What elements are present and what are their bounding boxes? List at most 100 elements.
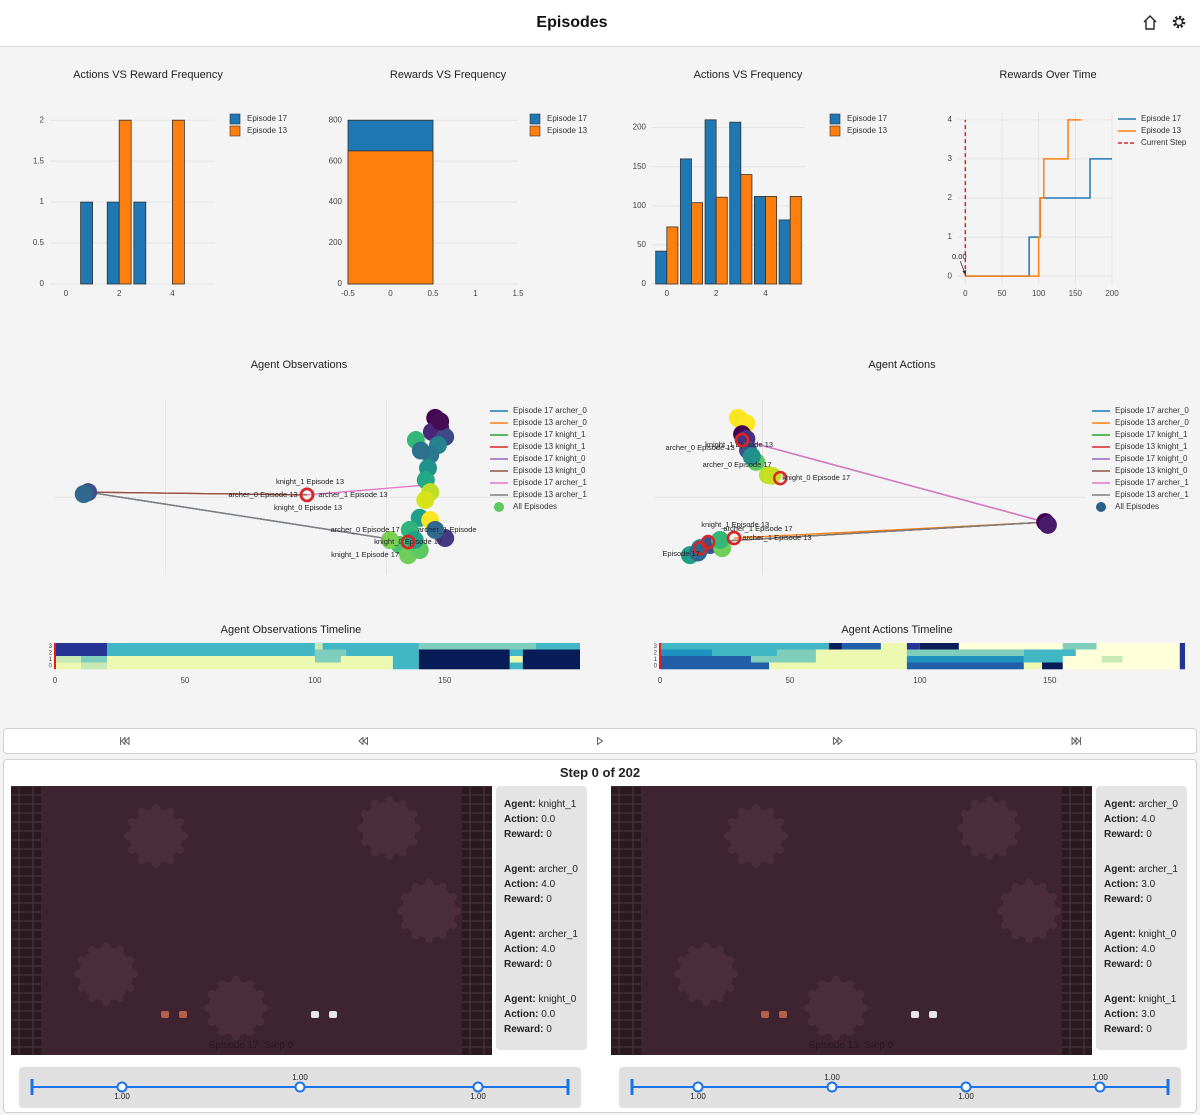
rock-edge xyxy=(726,956,735,964)
field-label: Reward: xyxy=(1104,1024,1144,1035)
rock-edge xyxy=(1011,931,1019,940)
bar xyxy=(729,121,742,285)
x-tick-label: 2 xyxy=(714,289,719,298)
slider-label: 1.00 xyxy=(292,1073,308,1082)
rock-edge xyxy=(1049,921,1058,929)
heatmap-cell xyxy=(880,643,907,650)
y-tick-label: 1.5 xyxy=(33,156,45,165)
slider-handle[interactable] xyxy=(826,1081,838,1093)
bar xyxy=(715,196,728,285)
legend-label: Episode 17 archer_0 xyxy=(513,406,587,415)
x-tick-label: 2 xyxy=(117,289,122,298)
play-button[interactable] xyxy=(580,729,620,753)
annotation: archer_1 Episode 17 xyxy=(723,524,792,533)
agent-entry: Agent: knight_0 Action: 4.0 Reward: 0 xyxy=(1104,927,1176,972)
field-label: Agent: xyxy=(504,864,536,875)
heatmap-cell xyxy=(1179,643,1185,650)
field-value: 0 xyxy=(1146,894,1152,905)
agent-agent-row: Agent: knight_0 xyxy=(1104,927,1176,942)
row-label: 1 xyxy=(654,657,658,663)
rock-edge xyxy=(166,856,174,865)
annotation: knight_1 Episode 17 xyxy=(331,550,399,559)
point xyxy=(411,441,430,460)
legend-label: Current Step xyxy=(1141,138,1187,147)
rock xyxy=(1002,884,1056,938)
heatmap-cell xyxy=(106,643,315,650)
legend-label: Episode 13 knight_0 xyxy=(513,466,586,475)
heatmap-cell xyxy=(776,649,816,657)
last-step-button[interactable] xyxy=(1056,729,1096,753)
heatmap-cell xyxy=(1062,662,1180,670)
highlight-ring xyxy=(726,530,742,546)
rock-edge xyxy=(776,818,785,826)
field-value: archer_1 xyxy=(538,929,578,940)
annotation: archer_0 Episode 17 xyxy=(702,460,771,469)
agent-entry: Agent: knight_1 Action: 0.0 Reward: 0 xyxy=(504,797,576,842)
slider-handle[interactable] xyxy=(472,1081,484,1093)
agent-sprite xyxy=(761,1011,769,1018)
chart-title: Rewards VS Frequency xyxy=(390,69,507,81)
field-label: Action: xyxy=(504,944,539,955)
field-label: Reward: xyxy=(504,959,544,970)
rock xyxy=(679,947,733,1001)
heatmap-cell xyxy=(80,656,107,663)
slider-handle[interactable] xyxy=(116,1081,128,1093)
legend-label: Episode 17 knight_0 xyxy=(1115,454,1188,463)
highlight-ring xyxy=(734,432,750,448)
game-view: Episode 17: Step 0 xyxy=(11,786,492,1055)
x-tick-label: 4 xyxy=(763,289,768,298)
rock-edge xyxy=(674,970,682,978)
slider-handle[interactable] xyxy=(960,1081,972,1093)
annotation: archer_1 Episode xyxy=(418,525,477,534)
bar xyxy=(704,119,717,285)
rock-edge xyxy=(77,956,86,964)
agent-action-row: Action: 4.0 xyxy=(1104,812,1178,827)
heatmap-cell xyxy=(314,643,323,650)
highlight-ring xyxy=(400,534,416,550)
rock-edge xyxy=(425,935,433,943)
agent-agent-row: Agent: archer_1 xyxy=(1104,862,1178,877)
y-tick-label: 2 xyxy=(40,115,45,124)
home-button[interactable] xyxy=(1143,15,1157,30)
x-tick-label: 150 xyxy=(1043,676,1057,685)
rock-edge xyxy=(399,848,407,857)
y-tick-label: 100 xyxy=(633,201,647,210)
field-value: 4.0 xyxy=(541,944,556,955)
rock-edge xyxy=(88,945,96,954)
annotation: Episode 17 xyxy=(662,549,700,558)
legend-label: Episode 13 xyxy=(247,126,288,135)
rewind-button[interactable] xyxy=(343,729,383,753)
legend-label: Episode 13 archer_0 xyxy=(513,418,587,427)
x-tick-label: 150 xyxy=(1069,289,1083,298)
rock-edge xyxy=(246,979,254,988)
slider-label: 1.00 xyxy=(114,1092,130,1101)
rock-edge xyxy=(77,984,86,992)
legend-label: Episode 17 archer_1 xyxy=(513,478,587,487)
bar xyxy=(666,226,679,285)
x-tick-label: 0 xyxy=(64,289,69,298)
settings-button[interactable] xyxy=(1172,15,1186,29)
slider-handle[interactable] xyxy=(692,1081,704,1093)
heatmap-cell xyxy=(392,656,419,663)
agent-sprite xyxy=(911,1011,919,1018)
home-icon xyxy=(1143,15,1157,30)
heatmap-cell xyxy=(106,649,315,657)
first-step-button[interactable] xyxy=(105,729,145,753)
slider-handle[interactable] xyxy=(294,1081,306,1093)
rock-edge xyxy=(152,860,160,868)
slider-handle[interactable] xyxy=(1094,1081,1106,1093)
rock-edge xyxy=(232,1032,240,1040)
heatmap-cell xyxy=(815,649,907,657)
x-tick-label: 100 xyxy=(308,676,322,685)
rock-edge xyxy=(207,990,216,998)
fast-forward-button[interactable] xyxy=(818,729,858,753)
heatmap-cell xyxy=(1062,643,1097,650)
agent-agent-row: Agent: knight_0 xyxy=(504,992,576,1007)
annotation: archer_1 Episode 13 xyxy=(318,490,387,499)
rock-edge xyxy=(218,1028,226,1037)
field-value: archer_0 xyxy=(538,864,578,875)
agent-reward-row: Reward: 0 xyxy=(504,892,578,907)
rock-edge xyxy=(400,921,409,929)
rock-edge xyxy=(116,945,124,954)
slider-track xyxy=(630,1079,1170,1095)
